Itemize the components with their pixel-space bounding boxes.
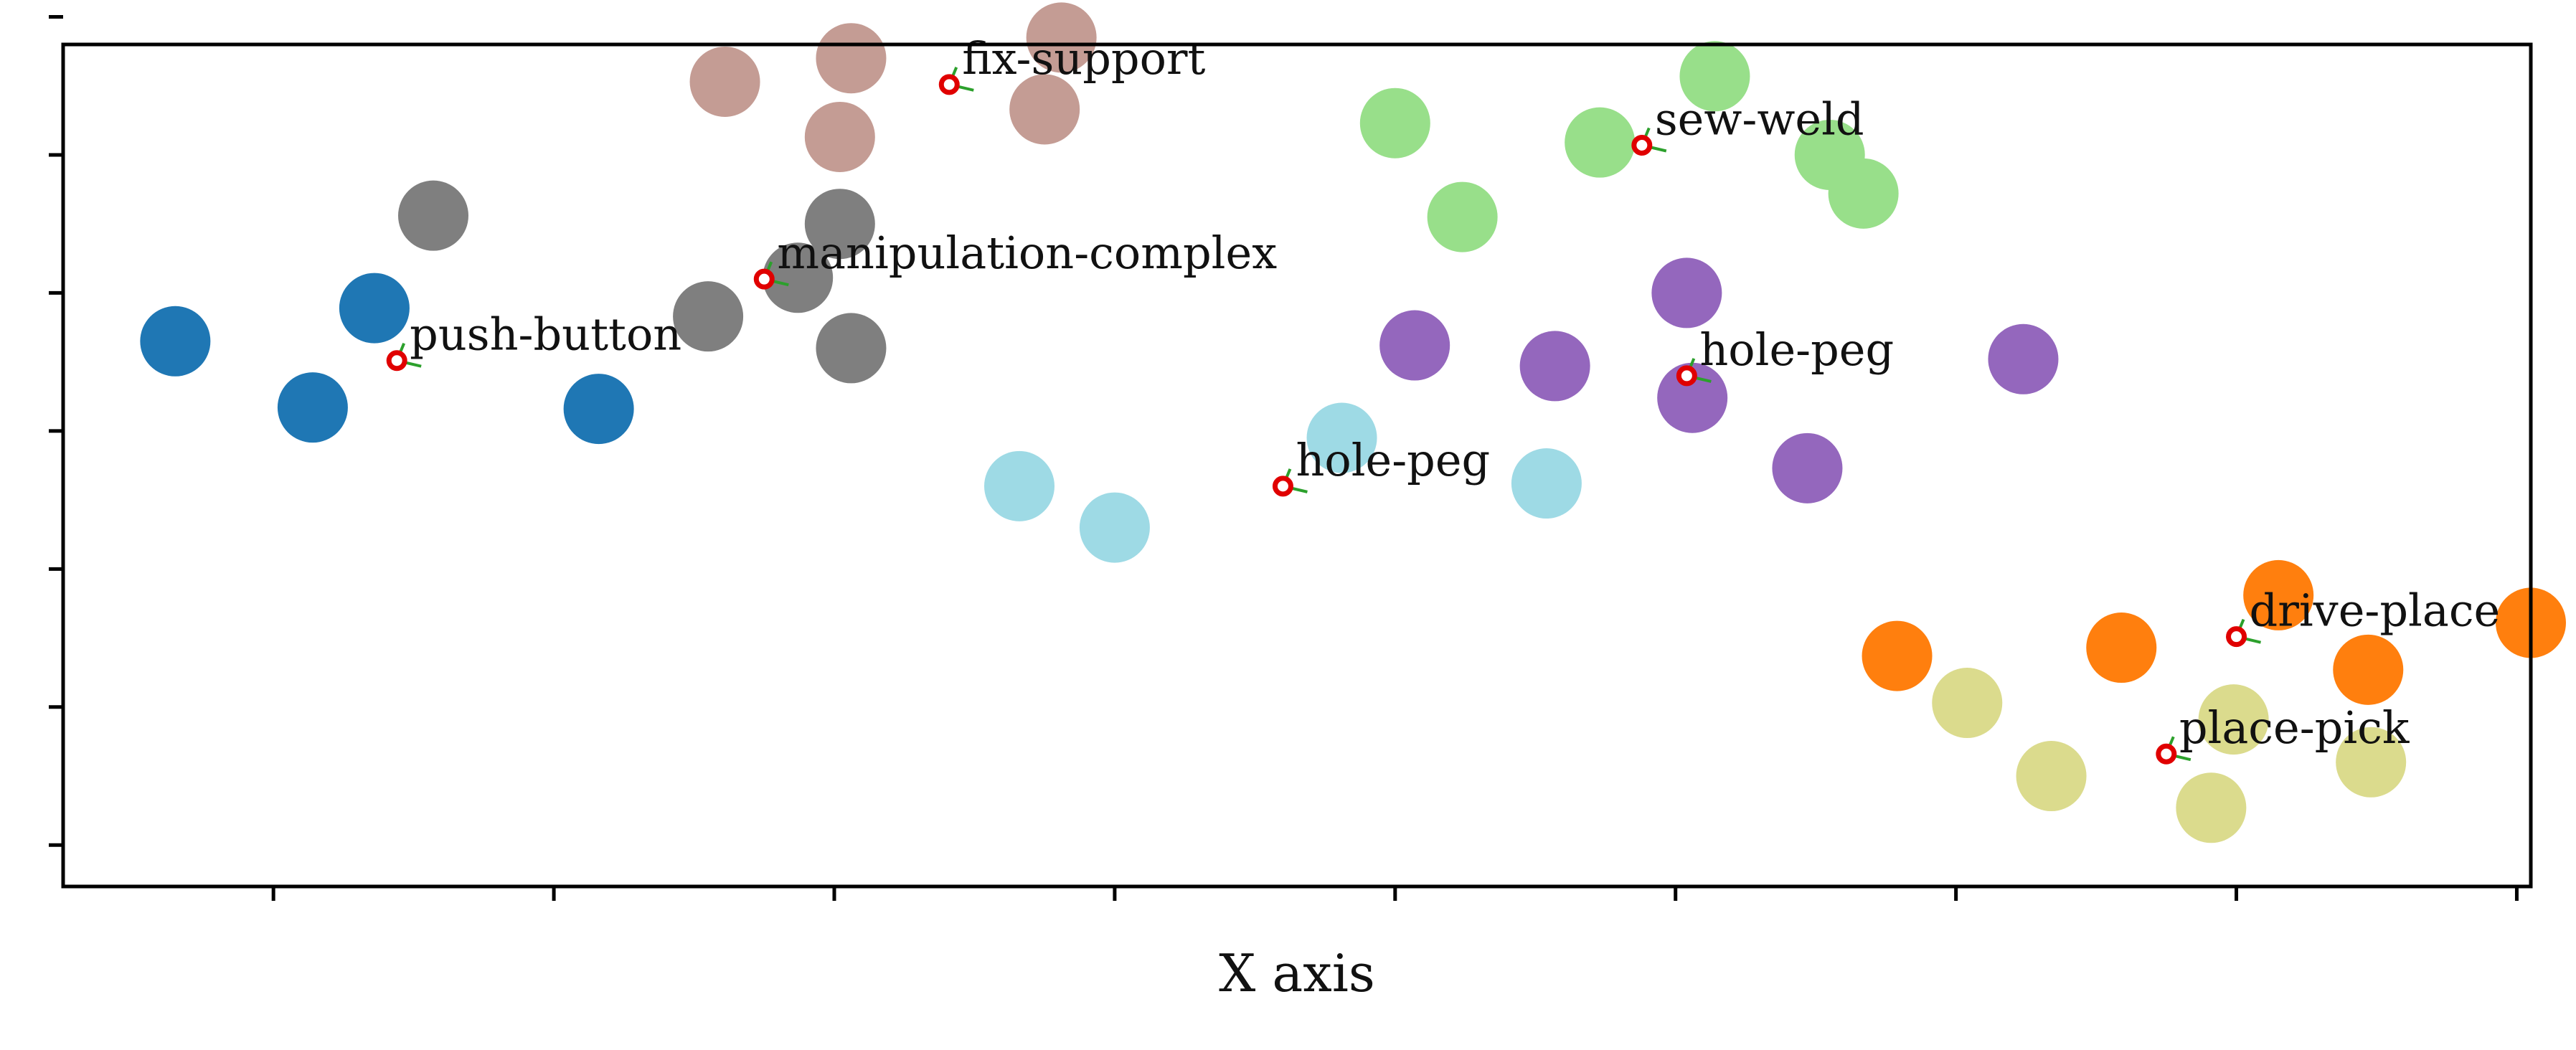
data-point (2086, 612, 2157, 684)
data-point (1651, 257, 1722, 328)
data-point (984, 450, 1055, 521)
data-point (1565, 107, 1636, 178)
data-point (339, 273, 410, 344)
data-point (763, 242, 834, 313)
cluster-center-marker (938, 67, 974, 95)
data-point (673, 281, 744, 352)
data-point (1009, 74, 1080, 145)
data-point (2198, 684, 2269, 755)
data-point (1862, 620, 1933, 691)
data-point (277, 372, 348, 443)
cluster-label: push-button (410, 308, 681, 361)
data-point (398, 180, 468, 251)
labels-layer: push-button manipulation-complex fix-suppo… (410, 32, 2500, 754)
cluster-label: hole-peg (1699, 323, 1894, 376)
data-point (804, 189, 875, 260)
x-axis-ticks (271, 886, 2519, 901)
data-point (2336, 727, 2407, 798)
data-point (2243, 559, 2314, 630)
data-point (563, 374, 634, 445)
plot-frame (61, 42, 2533, 889)
cluster-center-marker (386, 342, 422, 372)
data-point (804, 101, 875, 172)
centers-layer (386, 67, 2262, 765)
data-point (1079, 492, 1150, 563)
cluster-label: sew-weld (1655, 93, 1864, 145)
data-point (1932, 668, 2003, 739)
data-point (1427, 181, 1498, 252)
cluster-center-marker (753, 261, 789, 290)
points-layer (140, 2, 2566, 843)
y-axis-ticks (49, 15, 63, 847)
data-point (1379, 310, 1450, 381)
cluster-label: hole-peg (1296, 434, 1490, 486)
cluster-label: drive-place (2250, 585, 2501, 637)
cluster-center-marker (2156, 736, 2192, 765)
cluster-label: manipulation-complex (777, 227, 1277, 279)
data-point (1988, 323, 2059, 394)
cluster-label: place-pick (2179, 701, 2410, 754)
data-point (1511, 448, 1582, 519)
data-point (2016, 741, 2087, 812)
data-point (1026, 2, 1097, 73)
x-axis-label: X axis (1219, 943, 1375, 1003)
data-point (2333, 634, 2404, 705)
data-point (1359, 88, 1430, 159)
cluster-center-marker (1272, 468, 1308, 497)
data-point (1306, 402, 1377, 473)
data-point (2176, 772, 2247, 843)
data-point (140, 306, 211, 377)
data-point (689, 46, 760, 117)
cluster-center-marker (1676, 358, 1712, 387)
data-point (816, 313, 887, 384)
data-point (1828, 158, 1899, 229)
data-point (1772, 432, 1843, 503)
cluster-center-marker (1631, 127, 1667, 156)
cluster-center-marker (2226, 618, 2262, 648)
data-point (1679, 41, 1750, 112)
cluster-label: fix-support (962, 32, 1205, 85)
data-point (816, 23, 887, 94)
data-point (1519, 331, 1590, 402)
